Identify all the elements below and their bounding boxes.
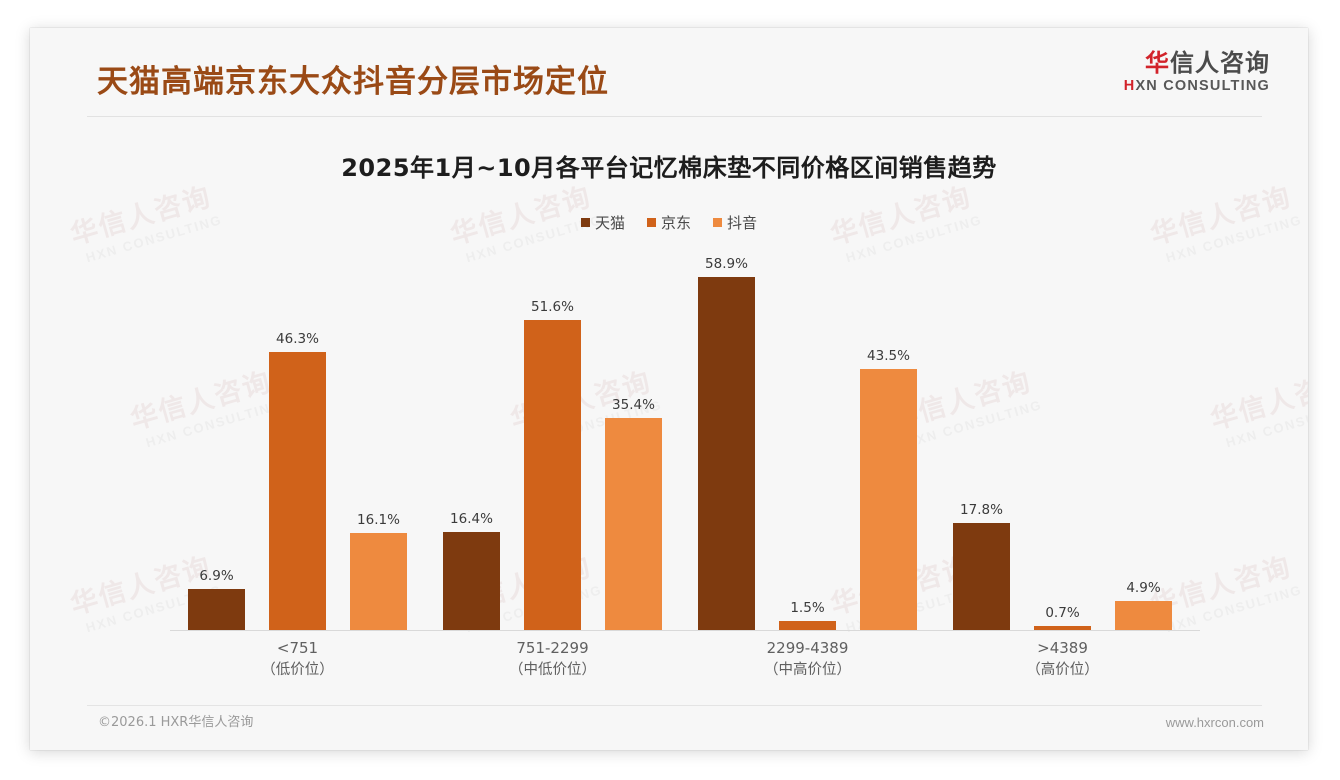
bar-rect bbox=[350, 533, 407, 630]
legend-label: 抖音 bbox=[727, 214, 758, 232]
bar-rect bbox=[1115, 600, 1172, 630]
bar-value-label: 16.4% bbox=[450, 510, 493, 527]
bar-value-label: 58.9% bbox=[705, 255, 748, 272]
logo-en-accent-char: H bbox=[1123, 78, 1136, 95]
chart-legend: 天猫 京东 抖音 bbox=[30, 212, 1308, 233]
bar-天猫-751-2299[interactable]: 16.4% bbox=[443, 258, 500, 630]
bar-value-label: 4.9% bbox=[1126, 579, 1161, 596]
bar-value-label: 17.8% bbox=[960, 502, 1003, 519]
bar-value-label: 6.9% bbox=[199, 567, 234, 584]
bar-value-label: 51.6% bbox=[531, 299, 574, 316]
bar-抖音-2299-4389[interactable]: 43.5% bbox=[860, 258, 917, 630]
x-axis-label-main: 2299-4389 bbox=[766, 639, 849, 657]
x-axis-label-<751: <751 （低价位） bbox=[188, 638, 408, 681]
bar-rect bbox=[188, 588, 245, 630]
legend-swatch-icon bbox=[646, 218, 656, 227]
logo-chinese-text: 华信人咨询 bbox=[1124, 50, 1270, 76]
bar-京东-<751[interactable]: 46.3% bbox=[269, 258, 326, 630]
bar-group: 16.4% 51.6% 35.4% bbox=[425, 258, 680, 630]
bar-value-label: 35.4% bbox=[612, 396, 655, 413]
bar-京东-2299-4389[interactable]: 1.5% bbox=[779, 258, 836, 630]
bar-value-label: 1.5% bbox=[790, 600, 825, 616]
bar-value-label: 16.1% bbox=[357, 512, 400, 529]
bar-rect bbox=[779, 621, 836, 630]
legend-label: 天猫 bbox=[594, 214, 625, 232]
x-axis-label-sub: （高价位） bbox=[1026, 661, 1099, 678]
footer-copyright: ©2026.1 HXR华信人咨询 bbox=[98, 715, 254, 730]
chart-plot-area: 6.9% 46.3% 16.1% 16.4% 51.6% 35.4% 58.9% 1.5% 43… bbox=[170, 255, 1190, 630]
bar-京东->4389[interactable]: 0.7% bbox=[1034, 258, 1091, 630]
legend-item-京东[interactable]: 京东 bbox=[646, 212, 691, 233]
legend-item-抖音[interactable]: 抖音 bbox=[713, 212, 757, 233]
bar-group: 58.9% 1.5% 43.5% bbox=[680, 255, 935, 630]
x-axis-label-main: >4389 bbox=[1037, 639, 1088, 657]
watermark-english: HXN CONSULTING bbox=[1224, 396, 1308, 451]
slide-page: 华信人咨询 HXN CONSULTING 华信人咨询 HXN CONSULTING 华信… bbox=[30, 28, 1308, 750]
logo-en-rest: XN CONSULTING bbox=[1135, 78, 1270, 95]
legend-label: 京东 bbox=[660, 214, 691, 232]
x-axis-label-sub: （中高价位） bbox=[764, 661, 851, 678]
x-axis-label-sub: （中低价位） bbox=[509, 661, 596, 678]
footer-website: www.hxrcon.com bbox=[1165, 715, 1264, 730]
bar-rect bbox=[269, 352, 326, 630]
chart-x-axis-labels: <751 （低价位） 751-2299 （中低价位） 2299-4389 （中高价位） >4… bbox=[170, 638, 1190, 708]
logo-english-text: HXN CONSULTING bbox=[1124, 78, 1270, 94]
bar-rect bbox=[860, 369, 917, 630]
legend-swatch-icon bbox=[713, 218, 722, 227]
bar-rect bbox=[953, 523, 1010, 630]
bar-value-label: 43.5% bbox=[867, 348, 910, 364]
watermark-chinese: 华信人咨询 bbox=[1207, 366, 1308, 437]
bar-抖音-751-2299[interactable]: 35.4% bbox=[605, 258, 662, 630]
page-title: 天猫高端京东大众抖音分层市场定位 bbox=[97, 64, 609, 100]
bar-rect bbox=[1034, 625, 1091, 630]
slide-header: 天猫高端京东大众抖音分层市场定位 华信人咨询 HXN CONSULTING bbox=[30, 28, 1308, 117]
bar-天猫-<751[interactable]: 6.9% bbox=[188, 258, 245, 630]
bar-京东-751-2299[interactable]: 51.6% bbox=[524, 258, 581, 630]
chart-title: 2025年1月~10月各平台记忆棉床垫不同价格区间销售趋势 bbox=[341, 154, 997, 182]
bar-rect bbox=[443, 531, 500, 630]
bar-value-label: 46.3% bbox=[276, 331, 319, 348]
x-axis-label->4389: >4389 （高价位） bbox=[953, 638, 1173, 681]
bar-rect bbox=[605, 417, 662, 630]
logo-cn-accent-char: 华 bbox=[1145, 49, 1170, 77]
x-axis-label-sub: （低价位） bbox=[261, 661, 334, 678]
bar-抖音-<751[interactable]: 16.1% bbox=[350, 258, 407, 630]
bar-天猫-2299-4389[interactable]: 58.9% bbox=[698, 255, 755, 630]
header-divider bbox=[87, 116, 1262, 117]
bar-group: 17.8% 0.7% 4.9% bbox=[935, 258, 1190, 630]
x-axis-label-2299-4389: 2299-4389 （中高价位） bbox=[698, 638, 918, 681]
chart-x-axis-line bbox=[170, 630, 1200, 631]
bar-天猫->4389[interactable]: 17.8% bbox=[953, 258, 1010, 630]
x-axis-label-main: <751 bbox=[276, 639, 319, 657]
bar-rect bbox=[524, 320, 581, 630]
footer-divider bbox=[87, 705, 1262, 706]
bar-value-label: 0.7% bbox=[1045, 604, 1080, 621]
x-axis-label-main: 751-2299 bbox=[516, 639, 589, 657]
bar-rect bbox=[698, 276, 755, 630]
company-logo: 华信人咨询 HXN CONSULTING bbox=[1124, 50, 1270, 95]
bar-group: 6.9% 46.3% 16.1% bbox=[170, 258, 425, 630]
logo-cn-rest: 信人咨询 bbox=[1170, 49, 1270, 77]
x-axis-label-751-2299: 751-2299 （中低价位） bbox=[443, 638, 663, 681]
bar-抖音->4389[interactable]: 4.9% bbox=[1115, 258, 1172, 630]
legend-item-天猫[interactable]: 天猫 bbox=[580, 212, 625, 233]
legend-swatch-icon bbox=[580, 218, 590, 227]
